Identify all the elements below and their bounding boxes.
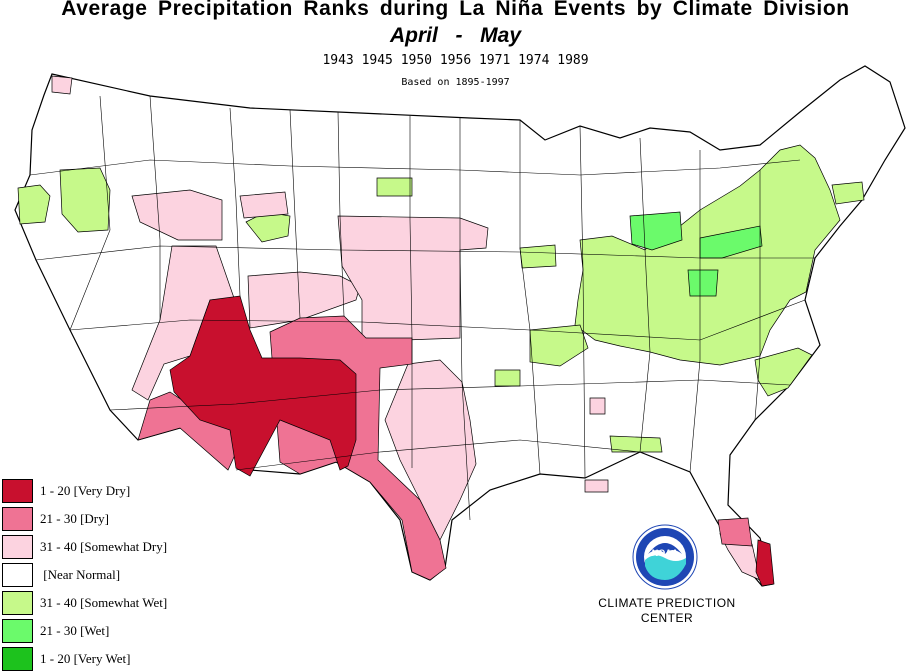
organization-line-1: CLIMATE PREDICTION [598, 596, 736, 610]
division-patch [755, 539, 775, 587]
somewhat-dry-divisions [51, 75, 761, 581]
legend-swatch [2, 591, 33, 615]
legend-item-dry: 21 - 30 [Dry] [2, 507, 242, 531]
division-patch [529, 324, 589, 367]
division-patch [384, 359, 477, 541]
division-patch [51, 75, 73, 95]
division-patch [239, 191, 289, 219]
legend-item-somewhat-wet: 31 - 40 [Somewhat Wet] [2, 591, 242, 615]
legend-swatch [2, 535, 33, 559]
legend-swatch [2, 563, 33, 587]
division-patch [59, 167, 111, 233]
legend-swatch [2, 647, 33, 671]
legend-swatch [2, 507, 33, 531]
base-period: Based on 1895-1997 [401, 77, 510, 88]
legend-label: 31 - 40 [Somewhat Wet] [40, 595, 168, 610]
map-title: Average Precipitation Ranks during La Ni… [61, 0, 850, 20]
division-patch [717, 517, 753, 547]
division-patch [376, 177, 413, 197]
division-patch [609, 435, 663, 453]
legend-swatch [2, 479, 33, 503]
legend-label: 1 - 20 [Very Dry] [40, 483, 131, 498]
legend-item-wet: 21 - 30 [Wet] [2, 619, 242, 643]
division-patch [337, 215, 489, 341]
division-boundaries [29, 95, 815, 521]
wet-divisions [629, 211, 763, 297]
logo-text: NOAA [652, 548, 679, 558]
legend-item-very-wet: 1 - 20 [Very Wet] [2, 647, 242, 671]
legend-item-near-normal: [Near Normal] [2, 563, 242, 587]
legend-label: 1 - 20 [Very Wet] [40, 651, 131, 666]
event-years: 1943 1945 1950 1956 1971 1974 1989 [322, 53, 589, 68]
division-patch [169, 295, 357, 477]
division-patch [519, 244, 557, 269]
legend-label: 21 - 30 [Wet] [40, 623, 110, 638]
legend-label: 21 - 30 [Dry] [40, 511, 109, 526]
division-patch [831, 181, 865, 205]
legend-label: 31 - 40 [Somewhat Dry] [40, 539, 168, 554]
division-patch [494, 369, 521, 387]
division-patch [584, 479, 609, 493]
legend-item-very-dry: 1 - 20 [Very Dry] [2, 479, 242, 503]
division-patch [17, 184, 51, 225]
very-dry-divisions [169, 295, 775, 587]
legend-label: [Near Normal] [40, 567, 121, 582]
division-patch [589, 397, 606, 415]
division-patch [131, 189, 223, 241]
legend-item-somewhat-dry: 31 - 40 [Somewhat Dry] [2, 535, 242, 559]
organization-name: CLIMATE PREDICTION CENTER [572, 596, 762, 626]
organization-line-2: CENTER [640, 611, 694, 625]
legend-swatch [2, 619, 33, 643]
division-patch [131, 245, 235, 401]
noaa-logo-icon: NOAA [632, 524, 698, 590]
division-patch [629, 211, 683, 251]
season-subtitle: April - May [389, 24, 522, 47]
division-patch [687, 269, 719, 297]
